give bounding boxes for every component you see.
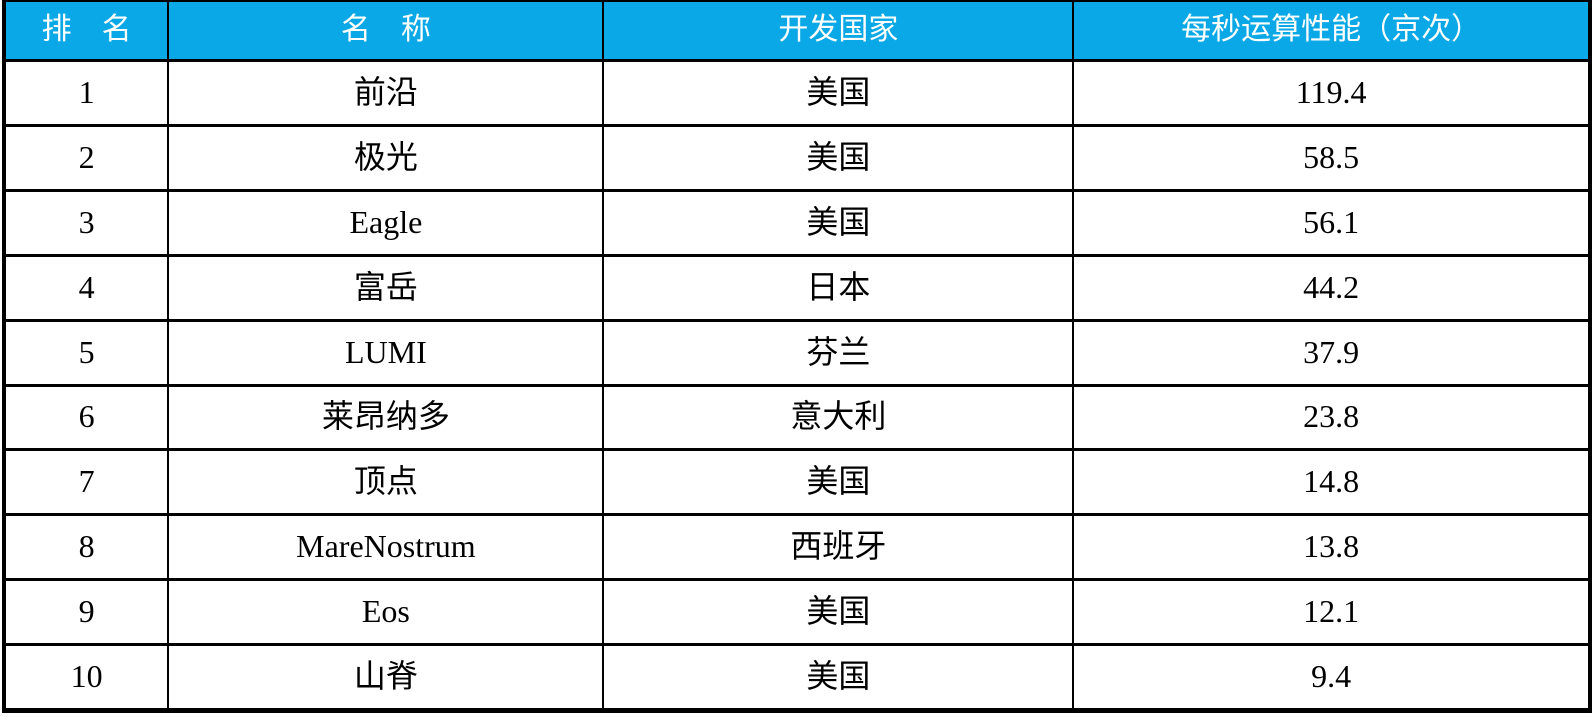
- cell-country: 西班牙: [602, 516, 1072, 579]
- cell-performance: 44.2: [1072, 256, 1588, 319]
- table-row-6: 6 莱昂纳多 意大利 23.8: [6, 383, 1588, 449]
- header-name: 名 称: [167, 2, 602, 59]
- cell-name: 富岳: [167, 256, 602, 319]
- cell-performance: 58.5: [1072, 126, 1588, 189]
- cell-country: 意大利: [602, 386, 1072, 449]
- cell-rank: 9: [78, 593, 95, 630]
- cell-performance: 14.8: [1072, 451, 1588, 514]
- cell-performance: 23.8: [1072, 386, 1588, 449]
- header-performance: 每秒运算性能（京次）: [1072, 2, 1588, 59]
- table-row-10: 10 山脊 美国 9.4: [6, 643, 1588, 709]
- cell-name: 前沿: [167, 62, 602, 124]
- table-row-8: 8 MareNostrum 西班牙 13.8: [6, 513, 1588, 579]
- cell-rank: 1: [78, 73, 95, 110]
- cell-performance: 56.1: [1072, 191, 1588, 254]
- cell-name: Eagle: [167, 191, 602, 254]
- header-country: 开发国家: [602, 2, 1072, 59]
- cell-rank: 4: [78, 268, 95, 305]
- table-row-5: 5 LUMI 芬兰 37.9: [6, 318, 1588, 384]
- cell-performance: 9.4: [1072, 646, 1588, 709]
- cell-name: LUMI: [167, 321, 602, 384]
- cell-country: 美国: [602, 581, 1072, 644]
- cell-rank: 5: [78, 333, 95, 370]
- header-rank: 排 名: [41, 12, 132, 46]
- cell-name: Eos: [167, 581, 602, 644]
- cell-name: MareNostrum: [167, 516, 602, 579]
- cell-country: 日本: [602, 256, 1072, 319]
- cell-performance: 13.8: [1072, 516, 1588, 579]
- cell-performance: 37.9: [1072, 321, 1588, 384]
- cell-name: 莱昂纳多: [167, 386, 602, 449]
- cell-performance: 119.4: [1072, 62, 1588, 124]
- cell-country: 美国: [602, 451, 1072, 514]
- cell-performance: 12.1: [1072, 581, 1588, 644]
- cell-country: 美国: [602, 191, 1072, 254]
- cell-name: 极光: [167, 126, 602, 189]
- table-row-3: 3 Eagle 美国 56.1: [6, 188, 1588, 254]
- cell-rank: 10: [70, 658, 103, 695]
- cell-country: 芬兰: [602, 321, 1072, 384]
- cell-country: 美国: [602, 62, 1072, 124]
- cell-name: 山脊: [167, 646, 602, 709]
- cell-country: 美国: [602, 126, 1072, 189]
- table-row-7: 7 顶点 美国 14.8: [6, 448, 1588, 514]
- cell-rank: 3: [78, 203, 95, 240]
- cell-name: 顶点: [167, 451, 602, 514]
- table-row-1: 1 前沿 美国 119.4: [6, 59, 1588, 124]
- cell-rank: 7: [78, 463, 95, 500]
- table-row-2: 2 极光 美国 58.5: [6, 123, 1588, 189]
- cell-rank: 6: [78, 398, 95, 435]
- table-header-row: 排 名 名 称 开发国家 每秒运算性能（京次）: [6, 2, 1588, 59]
- table-row-9: 9 Eos 美国 12.1: [6, 578, 1588, 644]
- table-row-4: 4 富岳 日本 44.2: [6, 253, 1588, 319]
- cell-rank: 8: [78, 528, 95, 565]
- cell-country: 美国: [602, 646, 1072, 709]
- cell-rank: 2: [78, 138, 95, 175]
